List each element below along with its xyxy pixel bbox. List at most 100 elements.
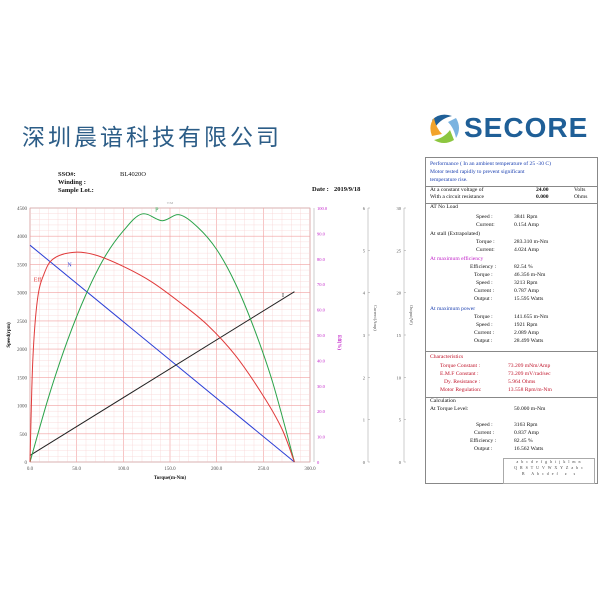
reg-value: 13.558 Rpm/m-Nm	[508, 387, 552, 393]
nl-speed-label: Speed :	[476, 214, 493, 220]
logo-text: SECORE	[464, 112, 589, 143]
x-tick-label: 250.0	[258, 467, 270, 472]
me-speed: 3213 Rpm	[514, 280, 538, 286]
chart-grid	[29, 207, 406, 463]
voltage-unit: Volts	[574, 187, 586, 193]
current-tick-label: 3	[363, 333, 366, 338]
emf-label: E.M.F Constant :	[440, 371, 479, 377]
mp-current: 2.089 Amp	[514, 330, 539, 336]
y-left-tick-label: 3000	[17, 292, 28, 297]
calc-current-label: Current :	[474, 430, 495, 436]
output-tick-label: 20	[397, 291, 402, 296]
current-tick-label: 1	[363, 418, 365, 423]
resistance-unit: Ohms	[574, 194, 588, 200]
mp-speed: 1921 Rpm	[514, 322, 538, 328]
emf-value: 73.209 mV/rad/sec	[508, 371, 551, 377]
calc-eff: 82.45 %	[514, 438, 533, 444]
secore-logo: SECORE	[428, 110, 588, 148]
calc-output-label: Output :	[474, 446, 493, 452]
company-name: 深圳晨谙科技有限公司	[22, 125, 282, 151]
output-tick-label: 5	[399, 418, 402, 423]
eff-tick-label: 20.0	[317, 409, 326, 414]
eff-tick-label: 10.0	[317, 435, 326, 440]
me-torque: 46.356 m-Nm	[514, 272, 546, 278]
y-left-tick-label: 4000	[17, 235, 28, 240]
series-eff-line	[29, 251, 295, 463]
calc-torque-label: At Torque Level:	[430, 406, 469, 412]
mp-torque-label: Torque :	[474, 314, 493, 320]
current-tick-label: 6	[363, 206, 366, 211]
voltage-label: At a constant voltage of	[430, 187, 484, 193]
sso-value: BL4020O	[120, 171, 146, 178]
y-left-tick-label: 1000	[17, 405, 28, 410]
calc-torque: 50.000 m-Nm	[514, 406, 546, 412]
resistance-label: With a circuit resistance	[430, 194, 484, 200]
mp-output-label: Output :	[474, 338, 493, 344]
x-tick-label: 50.0	[72, 467, 81, 472]
secore-logo-icon	[430, 114, 459, 143]
mp-speed-label: Speed :	[476, 322, 493, 328]
series-i-label: I	[282, 293, 284, 299]
st-torque: 283.310 m-Nm	[514, 239, 549, 245]
eff-tick-label: 30.0	[317, 384, 326, 389]
current-axis-label: Current(Amp)	[373, 305, 378, 331]
date-value: 2019/9/18	[334, 186, 361, 193]
resistance-value: 0.000	[536, 194, 549, 200]
mp-current-label: Current :	[474, 330, 495, 336]
x-tick-label: 0.0	[27, 467, 34, 472]
eff-tick-label: 80.0	[317, 257, 326, 262]
stall-heading: At stall (Extrapolated)	[430, 231, 481, 237]
me-current-label: Current :	[474, 288, 495, 294]
calc-speed-label: Speed :	[476, 422, 493, 428]
stamp-image: a b c d e f g h i j k l m n Q R S T U V …	[503, 458, 595, 484]
st-torque-label: Torque :	[476, 239, 495, 245]
chart-series	[29, 213, 295, 463]
x-axis-label: Torque(m-Nm)	[154, 476, 187, 481]
st-current-label: Current:	[476, 247, 495, 253]
current-tick-label: 5	[363, 248, 366, 253]
me-speed-label: Speed :	[476, 280, 493, 286]
calc-eff-label: Efficiency :	[470, 438, 497, 444]
me-output: 15.595 Watts	[514, 296, 544, 302]
nl-speed: 3841 Rpm	[514, 214, 538, 220]
current-tick-label: 0	[363, 460, 366, 465]
me-eff-label: Efficiency :	[470, 264, 497, 270]
x-tick-label: 100.0	[118, 467, 130, 472]
y-left-tick-label: 4500	[17, 207, 28, 212]
eff-axis-label: Eff(%)	[336, 335, 341, 350]
y-left-tick-label: 2500	[17, 320, 28, 325]
me-output-label: Output :	[474, 296, 493, 302]
eff-tick-label: 0	[317, 460, 320, 465]
output-tick-label: 25	[397, 248, 402, 253]
y-left-tick-label: 0	[25, 461, 28, 466]
me-torque-label: Torque :	[474, 272, 493, 278]
eff-tick-label: 50.0	[317, 333, 326, 338]
reg-label: Motor Regulation:	[440, 387, 482, 393]
me-eff: 82.54 %	[514, 264, 533, 270]
calc-output: 16.562 Watts	[514, 446, 544, 452]
st-current: 4.024 Amp	[514, 247, 539, 253]
max-power-heading: At maximum power	[430, 306, 476, 312]
y-left-tick-label: 1500	[17, 376, 28, 381]
x-tick-label: 200.0	[211, 467, 223, 472]
series-n-line	[29, 244, 295, 463]
dyn-label: Dy. Resistance :	[444, 379, 481, 385]
nl-current: 0.154 Amp	[514, 222, 539, 228]
me-current: 0.787 Amp	[514, 288, 539, 294]
no-load-heading: AT No Load	[430, 204, 458, 210]
voltage-value: 24.00	[536, 187, 549, 193]
y-left-tick-label: 2000	[17, 348, 28, 353]
current-tick-label: 4	[363, 291, 366, 296]
series-p-line	[29, 213, 295, 463]
top-small-label: T/M	[167, 201, 174, 205]
eff-tick-label: 70.0	[317, 282, 326, 287]
x-tick-label: 300.0	[304, 467, 316, 472]
x-tick-label: 150.0	[164, 467, 176, 472]
winding-label: Winding :	[58, 179, 86, 186]
sso-label: SSO#:	[58, 171, 76, 178]
performance-panel: Performance ( In an ambient temperature …	[425, 157, 598, 484]
eff-tick-label: 90.0	[317, 231, 326, 236]
mp-torque: 141.655 m-Nm	[514, 314, 549, 320]
dyn-value: 5.964 Ohms	[508, 379, 536, 385]
series-n-label: N	[67, 263, 72, 269]
